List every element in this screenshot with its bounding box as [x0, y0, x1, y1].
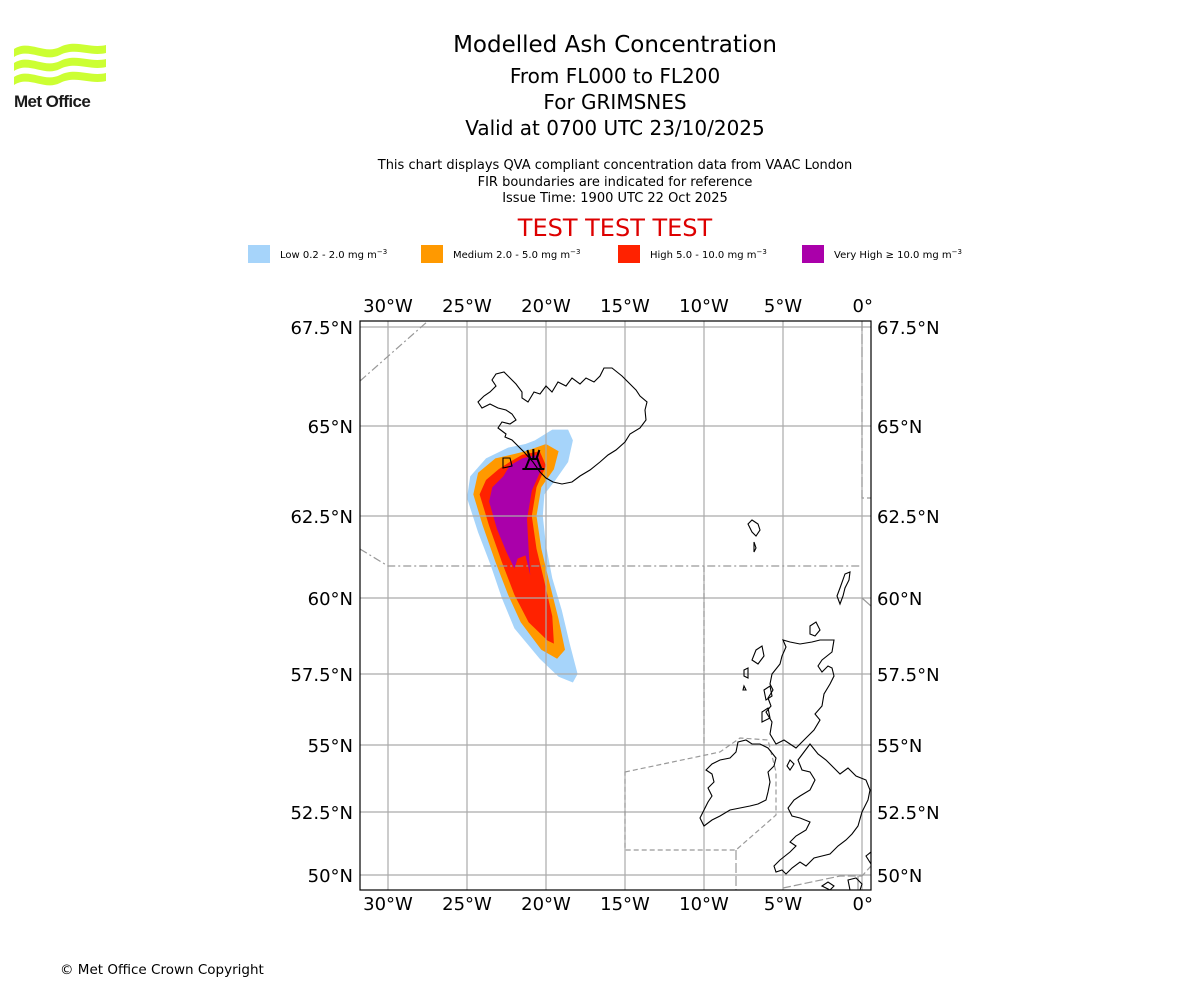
- latitude-tick-label-right: 67.5°N: [877, 318, 940, 339]
- fir-boundary: [624, 737, 777, 851]
- chart-title: Modelled Ash Concentration: [453, 32, 777, 58]
- coastline-france: [820, 851, 871, 890]
- volcano-icon: [522, 449, 545, 470]
- coastline-england-wales: [773, 743, 871, 875]
- issue-time: Issue Time: 1900 UTC 22 Oct 2025: [502, 191, 728, 206]
- legend-swatch-medium: [421, 245, 443, 263]
- longitude-tick-label-bottom: 10°W: [679, 894, 729, 915]
- legend-swatch-high: [618, 245, 640, 263]
- latitude-tick-label-left: 65°N: [308, 417, 353, 438]
- subtitle-line: This chart displays QVA compliant concen…: [377, 158, 853, 173]
- fir-boundaries: [360, 321, 871, 890]
- longitude-tick-label-bottom: 20°W: [521, 894, 571, 915]
- latitude-tick-label-right: 52.5°N: [877, 803, 940, 824]
- longitude-tick-label-bottom: 15°W: [600, 894, 650, 915]
- legend-item-medium: Medium 2.0 - 5.0 mg m−3: [421, 244, 580, 264]
- longitude-tick-label-top: 10°W: [679, 296, 729, 317]
- latitude-tick-label-right: 50°N: [877, 866, 922, 887]
- ash-concentration-layer: [467, 429, 578, 683]
- coastline-iceland: [477, 367, 648, 485]
- longitude-tick-label-top: 20°W: [521, 296, 571, 317]
- latitude-tick-label-left: 62.5°N: [290, 507, 353, 528]
- latitude-tick-label-right: 57.5°N: [877, 665, 940, 686]
- coastline-scotland: [765, 639, 835, 749]
- legend-label: High 5.0 - 10.0 mg m: [650, 249, 757, 261]
- latitude-tick-label-left: 55°N: [308, 736, 353, 757]
- copyright: © Met Office Crown Copyright: [60, 962, 264, 978]
- legend-label: Low 0.2 - 2.0 mg m: [280, 249, 377, 261]
- latitude-tick-label-right: 60°N: [877, 589, 922, 610]
- test-banner: TEST TEST TEST: [517, 214, 713, 242]
- longitude-tick-label-top: 30°W: [363, 296, 413, 317]
- latitude-tick-label-left: 67.5°N: [290, 318, 353, 339]
- coastline-westfjords-peninsula: [502, 457, 513, 469]
- legend-label: Very High ≥ 10.0 mg m: [834, 249, 952, 261]
- coastline-isle-of-man: [786, 759, 795, 771]
- coastline-ireland: [699, 739, 777, 827]
- longitude-tick-label-top: 0°: [853, 296, 873, 317]
- axis-tick-labels: 30°W 30°W 25°W 25°W 20°W 20°W 15°W 15°W 10°W 10°W…: [290, 296, 939, 915]
- longitude-tick-label-top: 25°W: [442, 296, 492, 317]
- legend-swatch-low: [248, 245, 270, 263]
- longitude-tick-label-top: 15°W: [600, 296, 650, 317]
- gridlines: [360, 321, 871, 890]
- coastline-orkney: [809, 621, 821, 637]
- ash-region-very-high: [489, 454, 542, 592]
- latitude-tick-label-left: 60°N: [308, 589, 353, 610]
- legend-item-low: Low 0.2 - 2.0 mg m−3: [248, 244, 387, 264]
- fir-boundary: [360, 321, 429, 382]
- fir-boundary: [360, 548, 862, 567]
- coastline-hebrides: [742, 645, 773, 723]
- map-frame: [359, 320, 872, 891]
- met-office-waves-icon: [14, 43, 106, 86]
- logo-text: Met Office: [14, 92, 91, 111]
- longitude-tick-label-bottom: 30°W: [363, 894, 413, 915]
- longitude-tick-label-bottom: 0°: [853, 894, 873, 915]
- latitude-tick-label-left: 50°N: [308, 866, 353, 887]
- latitude-tick-label-left: 57.5°N: [290, 665, 353, 686]
- longitude-tick-label-bottom: 25°W: [442, 894, 492, 915]
- valid-time: Valid at 0700 UTC 23/10/2025: [465, 116, 765, 140]
- coastline-faroe: [747, 519, 761, 553]
- volcano-marker: [522, 449, 545, 470]
- longitude-tick-label-top: 5°W: [764, 296, 802, 317]
- fir-boundary: [861, 321, 871, 499]
- longitude-tick-label-bottom: 5°W: [764, 894, 802, 915]
- legend-label: Medium 2.0 - 5.0 mg m: [453, 249, 571, 261]
- legend-swatch-very-high: [802, 245, 824, 263]
- subtitle-line: FIR boundaries are indicated for referen…: [477, 174, 753, 190]
- legend-item-very-high: Very High ≥ 10.0 mg m−3: [802, 244, 962, 264]
- latitude-tick-label-right: 55°N: [877, 736, 922, 757]
- flight-levels: From FL000 to FL200: [509, 64, 721, 88]
- latitude-tick-label-right: 62.5°N: [877, 507, 940, 528]
- latitude-tick-label-right: 65°N: [877, 417, 922, 438]
- coastlines: [477, 367, 871, 890]
- fir-boundary: [861, 597, 871, 607]
- coastline-shetland: [836, 571, 851, 606]
- volcano-name: For GRIMSNES: [543, 90, 687, 114]
- legend-item-high: High 5.0 - 10.0 mg m−3: [618, 244, 767, 264]
- fir-boundary: [782, 865, 871, 889]
- latitude-tick-label-left: 52.5°N: [290, 803, 353, 824]
